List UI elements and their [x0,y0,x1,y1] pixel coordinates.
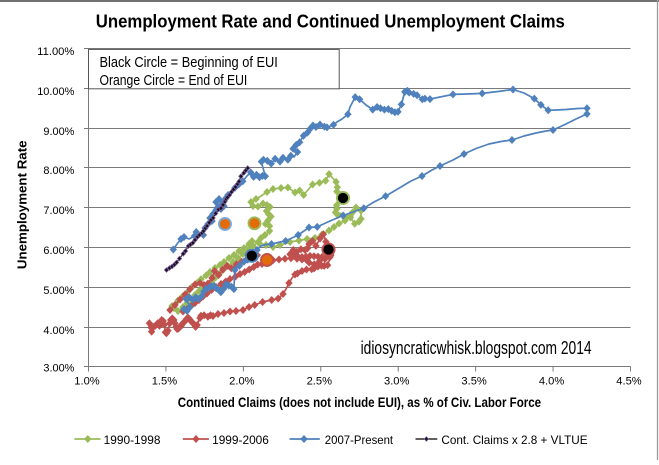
svg-text:1.5%: 1.5% [152,376,178,388]
svg-text:Continued Claims (does not in: Continued Claims (does not include EUI),… [178,395,541,410]
svg-text:4.00%: 4.00% [43,325,74,337]
svg-text:4.0%: 4.0% [539,376,565,388]
svg-text:4.5%: 4.5% [616,376,642,388]
svg-text:1.0%: 1.0% [74,376,100,388]
svg-text:8.00%: 8.00% [43,165,74,177]
svg-text:2.0%: 2.0% [229,376,255,388]
svg-text:10.00%: 10.00% [37,86,74,98]
svg-text:Unemployment Rate: Unemployment Rate [15,140,30,269]
svg-text:5.00%: 5.00% [43,285,74,297]
svg-text:9.00%: 9.00% [43,126,74,138]
svg-text:Black Circle = Beginning of EU: Black Circle = Beginning of EUI [100,54,278,71]
svg-text:2.5%: 2.5% [307,376,333,388]
svg-text:11.00%: 11.00% [37,46,74,58]
svg-text:6.00%: 6.00% [43,245,74,257]
svg-text:3.0%: 3.0% [384,376,410,388]
svg-text:Cont. Claims x 2.8 + VLTUE: Cont. Claims x 2.8 + VLTUE [441,433,587,447]
svg-text:3.5%: 3.5% [461,376,487,388]
svg-text:1999-2006: 1999-2006 [212,433,269,447]
svg-text:7.00%: 7.00% [43,205,74,217]
svg-text:3.00%: 3.00% [43,363,74,375]
svg-text:2007-Present: 2007-Present [325,433,394,447]
svg-text:Orange Circle = End of EUI: Orange Circle = End of EUI [100,72,248,89]
svg-text:Unemployment Rate and Continue: Unemployment Rate and Continued Unemploy… [96,11,565,31]
svg-text:idiosyncraticwhisk.blogspot.co: idiosyncraticwhisk.blogspot.com 2014 [361,338,592,358]
svg-text:1990-1998: 1990-1998 [104,433,161,447]
